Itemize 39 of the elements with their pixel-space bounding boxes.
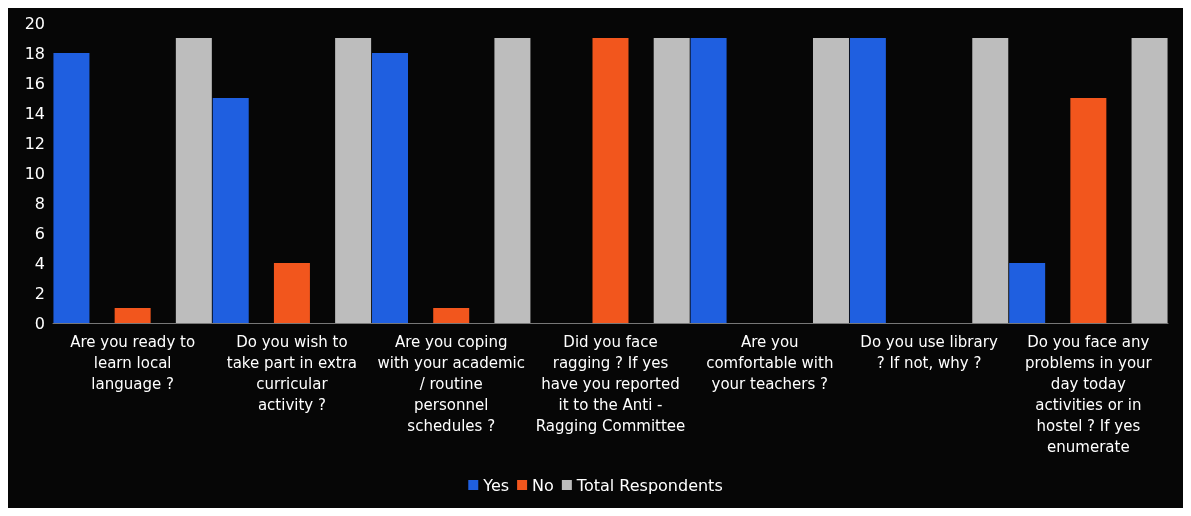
x-tick-label: Are you comfortable with your teachers ?	[706, 332, 834, 393]
y-tick-label: 0	[34, 313, 45, 333]
bar	[972, 38, 1009, 323]
y-tick-label: 10	[24, 163, 45, 183]
y-tick-label: 16	[24, 73, 45, 93]
bar	[372, 53, 409, 323]
bar	[494, 38, 531, 323]
legend-label: Total Respondents	[575, 475, 723, 495]
x-tick-label: Do you wish to take part in extra curricular activity ?	[226, 332, 358, 414]
y-tick-label: 6	[34, 223, 45, 243]
y-tick-label: 8	[34, 193, 45, 213]
bar	[335, 38, 372, 323]
y-tick-label: 20	[24, 13, 45, 33]
bar	[273, 263, 310, 323]
y-tick-label: 12	[24, 133, 45, 153]
legend-label: No	[532, 475, 554, 495]
x-tick-label: Do you face any problems in your day today activities or in hostel ? If yes enumerate	[1024, 332, 1153, 456]
x-tick-label: Are you ready to learn local language ?	[70, 332, 196, 393]
bar	[433, 308, 470, 323]
x-tick-label: Are you coping with your academic / routine personnel schedules ?	[377, 332, 525, 435]
bar	[1070, 98, 1107, 323]
bar	[53, 53, 90, 323]
bar	[690, 38, 727, 323]
legend-label: Yes	[482, 475, 510, 495]
bar	[212, 98, 249, 323]
y-tick-label: 2	[34, 283, 45, 303]
bar	[849, 38, 886, 323]
y-tick-label: 18	[24, 43, 45, 63]
bar	[175, 38, 212, 323]
y-tick-label: 4	[34, 253, 45, 273]
bar	[114, 308, 151, 323]
x-tick-label: Did you face ragging ? If yes have you reported it to the Anti - Ragging Committee	[535, 332, 686, 435]
bar	[653, 38, 690, 323]
x-tick-label: Do you use library ? If not, why ?	[860, 332, 998, 372]
bar	[1131, 38, 1168, 323]
bar	[1009, 263, 1046, 323]
bar	[812, 38, 849, 323]
bar	[592, 38, 629, 323]
y-tick-label: 14	[24, 103, 45, 123]
